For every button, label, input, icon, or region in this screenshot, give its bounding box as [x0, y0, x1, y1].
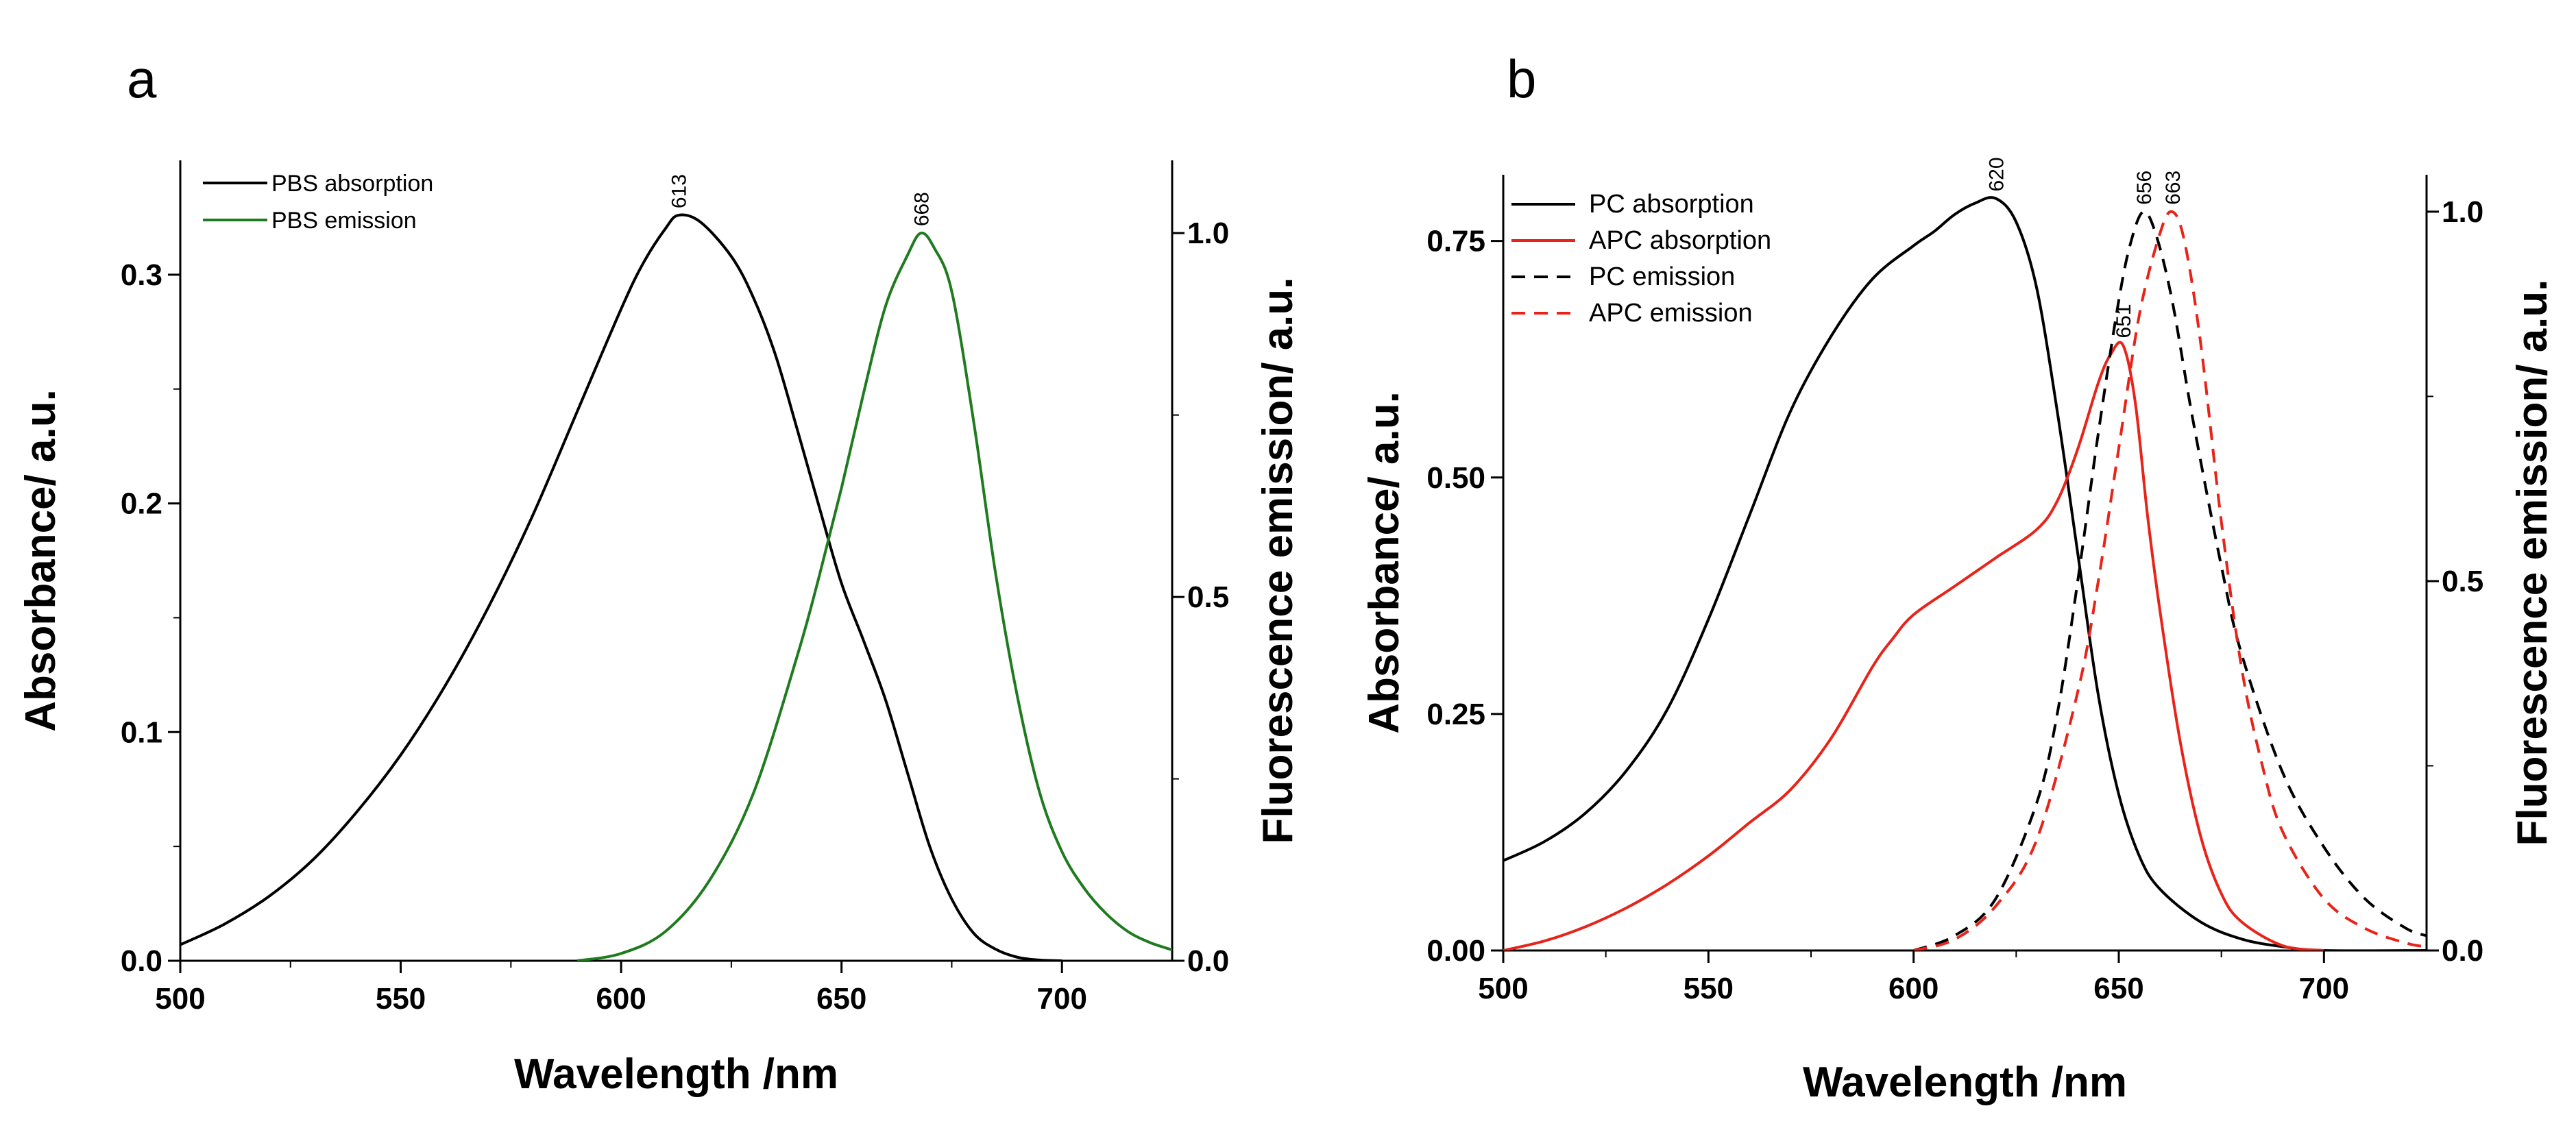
peak-label-pc-emission: 656: [2133, 171, 2156, 205]
y2-tick-label: 1.0: [1187, 217, 1229, 250]
legend-label-apc-emission: APC emission: [1589, 299, 1753, 328]
x-tick-label: 550: [1684, 972, 1734, 1005]
series-line-pbs-emission: [576, 232, 1172, 961]
y2-axis-title: Fluorescence emission/ a.u.: [2509, 280, 2556, 846]
x-tick-label: 500: [155, 982, 205, 1016]
y-tick-label: 0.00: [1426, 934, 1485, 968]
legend-label-pbs-emission: PBS emission: [271, 208, 417, 234]
x-tick-label: 500: [1478, 972, 1528, 1005]
y2-tick-label: 0.0: [1187, 944, 1229, 978]
panel-b: b 500 550 600 650 700 0.00 0.25 0.50 0.75 0.0 0.5 1.…: [1361, 49, 2556, 1106]
legend-label-pc-absorption: PC absorption: [1589, 190, 1754, 219]
x-tick-label: 700: [1037, 982, 1087, 1016]
y2-axis-title: Fluorescence emission/ a.u.: [1254, 278, 1302, 844]
series-line-apc-absorption: [1503, 341, 2324, 950]
peak-label-pbs-emission: 668: [910, 192, 933, 226]
x-tick-label: 650: [816, 982, 866, 1016]
series-line-pc-absorption: [1503, 196, 2427, 950]
x-tick-label: 600: [1888, 972, 1939, 1005]
y-axis-title: Absorbance/ a.u.: [17, 389, 64, 732]
y-tick-label: 0.50: [1426, 461, 1485, 495]
peak-label-pc-absorption: 620: [1985, 157, 2008, 191]
legend-label-pbs-absorption: PBS absorption: [271, 171, 433, 197]
peak-label-pbs-absorption: 613: [668, 174, 691, 208]
y-axis-title: Absorbance/ a.u.: [1361, 391, 1408, 734]
series-line-pc-emission: [1913, 210, 2427, 950]
x-axis-title: Wavelength /nm: [1803, 1059, 2127, 1106]
x-tick-label: 550: [376, 982, 426, 1016]
y2-tick-label: 0.5: [2442, 565, 2483, 598]
panel-a: a 500 550 600 650 700 0.0 0.1 0.2 0.3 0.0 0.5 1.0 Wav…: [17, 49, 1302, 1098]
y2-tick-label: 0.5: [1187, 580, 1229, 614]
x-tick-label: 700: [2299, 972, 2349, 1005]
y2-tick-label: 1.0: [2442, 195, 2483, 229]
y-tick-label: 0.0: [121, 944, 162, 978]
peak-label-apc-emission: 663: [2162, 171, 2185, 205]
x-axis-title: Wavelength /nm: [514, 1051, 838, 1098]
y-tick-label: 0.3: [121, 258, 162, 292]
x-tick-label: 600: [596, 982, 646, 1016]
series-line-pbs-absorption: [180, 213, 1062, 961]
y2-tick-label: 0.0: [2442, 934, 2483, 968]
y-tick-label: 0.1: [121, 715, 162, 749]
series-line-apc-emission: [1913, 210, 2427, 950]
panel-letter: b: [1507, 49, 1536, 109]
y-tick-label: 0.25: [1426, 698, 1485, 731]
legend-label-pc-emission: PC emission: [1589, 262, 1735, 291]
y-tick-label: 0.2: [121, 487, 162, 521]
y-tick-label: 0.75: [1426, 225, 1485, 258]
legend-label-apc-absorption: APC absorption: [1589, 226, 1771, 255]
panel-letter: a: [127, 49, 157, 109]
x-tick-label: 650: [2093, 972, 2143, 1005]
